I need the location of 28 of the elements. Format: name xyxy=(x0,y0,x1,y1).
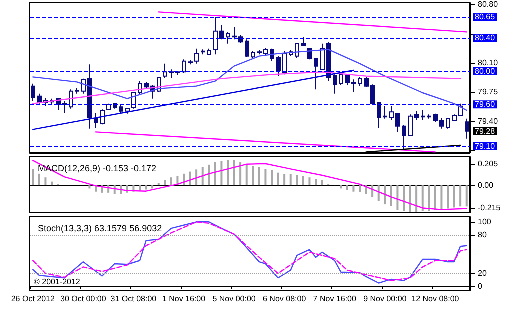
ref-line-label: 79.60 xyxy=(475,100,496,110)
text: Stoch(13,3,3) 63.1579 56.9032 xyxy=(38,224,162,234)
x-tick-label: 26 Oct 2012 xyxy=(11,294,56,304)
ref-line-label: 80.40 xyxy=(475,34,496,42)
ref-line-label: 80.65 xyxy=(475,12,496,22)
ref-line-label: 79.10 xyxy=(475,142,496,151)
x-tick-label: 30 Oct 00:00 xyxy=(60,294,107,304)
ref-line-label: 80.00 xyxy=(475,66,496,76)
y-tick-label: 0.205 xyxy=(478,159,499,168)
y-tick-label: 20 xyxy=(478,269,488,278)
y-tick-label: 79.75 xyxy=(478,88,499,97)
x-tick-label: 31 Oct 08:00 xyxy=(110,294,158,304)
y-tick-label: 0 xyxy=(478,282,483,291)
y-tick-label: 80.80 xyxy=(478,0,499,10)
y-tick-label: -0.215 xyxy=(478,204,502,213)
x-tick-label: 9 Nov 00:00 xyxy=(364,294,408,304)
x-tick-label: 7 Nov 16:00 xyxy=(313,294,357,304)
y-tick-label: 100 xyxy=(478,218,492,227)
annotation: 79.28 xyxy=(475,126,496,136)
x-tick-label: 6 Nov 08:00 xyxy=(263,294,307,304)
y-tick-label: 0.00 xyxy=(478,181,494,190)
x-tick-label: 5 Nov 00:00 xyxy=(212,294,256,304)
y-tick-label: 79.40 xyxy=(478,116,499,126)
y-tick-label: 80.10 xyxy=(478,58,499,68)
y-tick-label: 80 xyxy=(478,230,488,240)
x-tick-label: 1 Nov 16:00 xyxy=(162,294,206,304)
annotation: © 2001-2012 xyxy=(34,278,81,286)
x-tick-label: 12 Nov 08:00 xyxy=(412,294,460,304)
